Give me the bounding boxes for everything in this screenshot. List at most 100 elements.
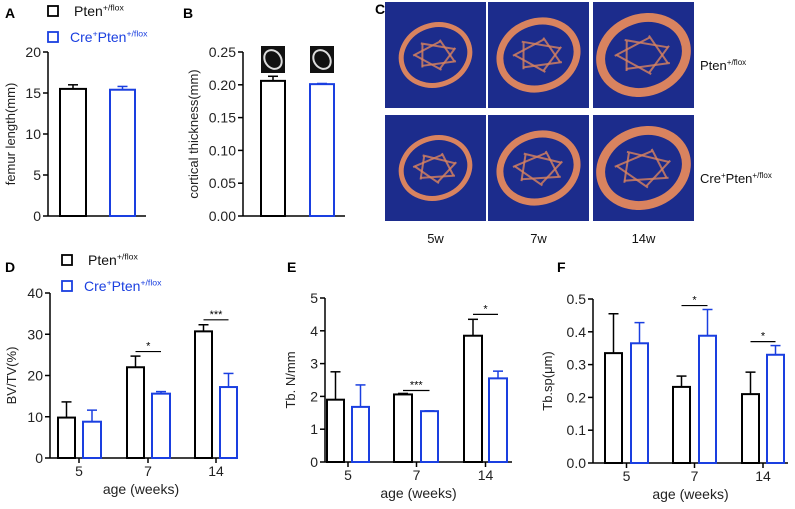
trabecula: [626, 62, 670, 70]
y-tick-label: 2: [310, 388, 318, 404]
bar-mutant: [309, 83, 335, 217]
trabecula: [420, 174, 456, 179]
y-tick-label: 0.0: [567, 455, 587, 471]
panel-label: E: [287, 259, 296, 275]
trabecula: [521, 40, 561, 50]
y-axis-label: BV/TV(%): [4, 347, 19, 405]
x-tick-label: 7: [144, 463, 152, 479]
trabecula: [422, 154, 456, 165]
legend-label-control: Pten+/flox: [74, 2, 124, 19]
trabecula: [650, 148, 668, 178]
cortical-shell: [596, 13, 691, 97]
trabecula: [648, 45, 670, 74]
micro-ct-image: [593, 115, 694, 221]
bar-mutant: [109, 88, 136, 217]
bar-mutant: [766, 353, 785, 465]
y-tick-label: 0.5: [567, 291, 587, 307]
column-label: 5w: [427, 231, 444, 246]
y-tick-label: 10: [27, 409, 43, 425]
trabecula: [520, 154, 527, 182]
cortical-shell: [496, 17, 581, 93]
column-label: 14w: [632, 231, 656, 246]
significance-mark: *: [483, 303, 488, 315]
legend-swatch-mutant: [47, 31, 59, 43]
y-tick-label: 0.25: [209, 44, 236, 60]
trabecula: [514, 54, 546, 73]
bar-control: [260, 79, 286, 217]
y-tick-label: 0.4: [567, 324, 587, 340]
micro-ct-image: [593, 2, 694, 108]
column-label: 7w: [530, 231, 547, 246]
x-tick-label: 7: [413, 467, 421, 483]
chart-a: A 0 5 10 15 20 femur length(mm): [3, 5, 146, 224]
y-tick-label: 40: [27, 285, 43, 301]
y-tick-label: 0.3: [567, 357, 587, 373]
y-tick-label: 20: [27, 368, 43, 384]
y-tick-label: 5: [310, 290, 318, 306]
bar-mutant: [630, 342, 649, 464]
legend-swatch-mutant: [61, 280, 73, 292]
trabecula: [616, 165, 649, 189]
x-axis-label: age (weeks): [103, 481, 179, 497]
trabecula: [614, 150, 653, 168]
bar-control: [672, 385, 691, 464]
y-tick-label: 0.15: [209, 110, 236, 126]
bar-control: [463, 334, 483, 463]
y-tick-label: 5: [33, 167, 41, 183]
bar-mutant: [82, 420, 102, 460]
trabecula: [419, 156, 426, 180]
cortical-shell: [496, 130, 581, 206]
cortical-shell: [596, 126, 691, 210]
trabecula: [439, 47, 457, 70]
y-tick-label: 10: [25, 126, 41, 142]
trabecula: [512, 38, 545, 57]
trabecula: [523, 61, 563, 69]
legend-swatch-control: [47, 5, 59, 17]
significance-mark: *: [692, 295, 697, 307]
micro-ct-image: [385, 2, 486, 108]
trabecula: [542, 37, 561, 63]
legend-label-mutant: Cre+Pten+/flox: [70, 28, 148, 45]
trabecula: [521, 175, 561, 181]
trabecula: [648, 34, 669, 64]
y-tick-label: 0: [35, 450, 43, 466]
chart-f: F 0.0 0.1 0.2 0.3 0.4 0.5 Tb.sp(μm) age (weeks) 5…: [540, 259, 788, 502]
y-tick-label: 0.1: [567, 422, 587, 438]
trabecula: [422, 60, 457, 67]
significance-mark: ***: [210, 309, 224, 321]
bar-control: [59, 87, 87, 217]
x-tick-label: 5: [623, 468, 631, 484]
y-tick-label: 0: [33, 208, 41, 224]
row-label: Pten+/flox: [700, 58, 746, 73]
x-tick-label: 5: [75, 463, 83, 479]
micro-ct-image: [488, 2, 589, 108]
significance-mark: ***: [410, 379, 424, 391]
trabecula: [414, 165, 440, 185]
y-tick-label: 30: [27, 326, 43, 342]
chart-b: B 0.00 0.05 0.10 0.15 0.20 0.25 cortical thickn…: [183, 5, 345, 224]
x-axis-label: age (weeks): [652, 486, 728, 502]
trabecula: [614, 36, 651, 57]
bar-mutant: [698, 334, 717, 464]
y-tick-label: 0.20: [209, 77, 236, 93]
y-axis-label: Tb. N/mm: [283, 351, 298, 408]
trabecula: [412, 40, 441, 57]
y-tick-label: 3: [310, 356, 318, 372]
cortical-ring-icon: [263, 49, 283, 70]
trabecula: [523, 152, 562, 164]
bar-mutant: [219, 386, 238, 459]
trabecula: [624, 176, 669, 182]
trabecula: [616, 54, 652, 75]
trabecula: [514, 165, 543, 187]
micro-ct-image: [385, 115, 486, 221]
row-label: Cre+Pten+/flox: [700, 171, 772, 186]
trabecula: [542, 46, 562, 72]
y-axis-label: cortical thickness(mm): [186, 69, 201, 198]
legend-label-control: Pten+/flox: [88, 251, 138, 268]
trabecula: [626, 150, 670, 163]
bar-control: [326, 398, 345, 463]
trabecula: [645, 159, 671, 187]
y-tick-label: 0: [310, 454, 318, 470]
x-tick-label: 5: [344, 467, 352, 483]
